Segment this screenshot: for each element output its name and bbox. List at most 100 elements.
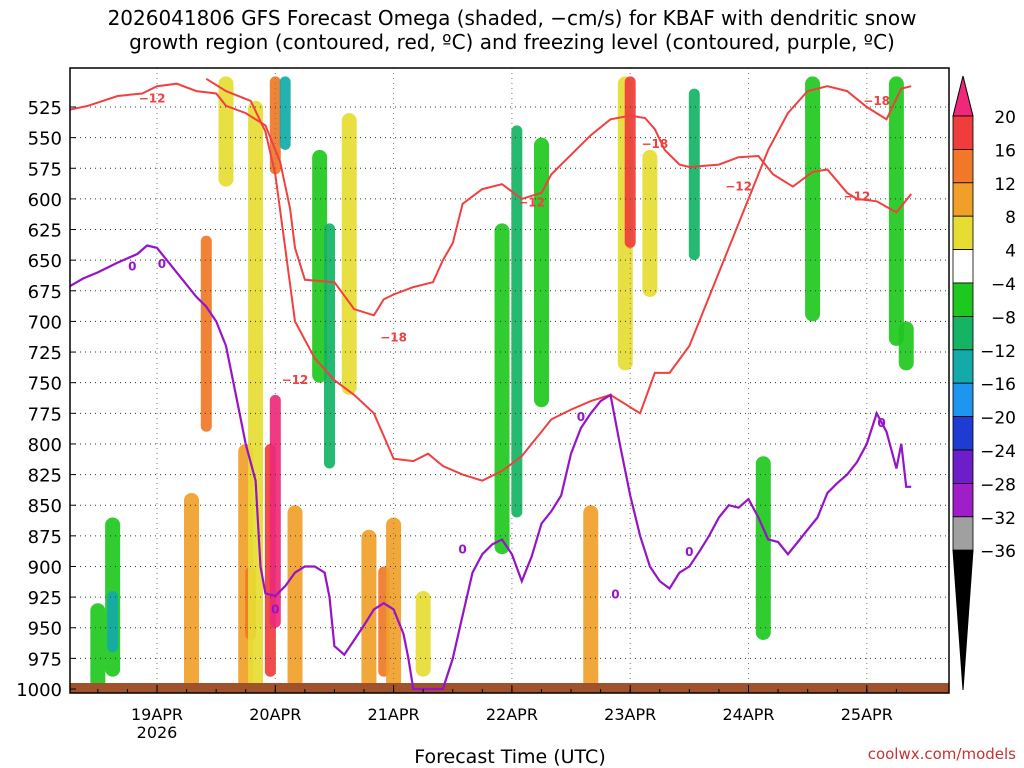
colorbar-label: 16: [994, 141, 1016, 161]
y-tick-label: 850: [28, 496, 62, 517]
terrain-layer: [70, 683, 949, 693]
x-tick-label: 22APR: [486, 705, 538, 724]
colorbar-bin: [952, 215, 974, 250]
y-tick-label: 725: [28, 343, 62, 364]
colorbar-label: −36: [980, 542, 1016, 562]
contour-layer: [70, 77, 912, 691]
omega-cell: [898, 321, 914, 371]
omega-cell: [341, 113, 357, 395]
contour-label-layer: −12 −12 −12 −12 −12 −18 −18 −18 0 0 0 0 0 0 0 0: [128, 91, 890, 616]
y-tick-label: 525: [28, 98, 62, 119]
colorbar-label: −8: [991, 308, 1016, 328]
omega-cell: [248, 100, 264, 690]
colorbar-bin: [952, 382, 974, 418]
colorbar-bin: [952, 249, 974, 284]
omega-cell: [805, 76, 821, 322]
omega-cell: [269, 76, 281, 175]
omega-cell: [624, 76, 636, 248]
colorbar-label: −4: [991, 275, 1016, 295]
dendritic-contour-label: −18: [863, 94, 890, 108]
dendritic-contour-label: −12: [725, 180, 752, 194]
colorbar-label: 8: [1005, 208, 1016, 228]
y-tick-label: 650: [28, 251, 62, 272]
omega-cell: [642, 149, 658, 297]
dendritic-contour-label: −12: [282, 373, 309, 387]
y-tick-label: 750: [28, 374, 62, 395]
x-axis-title: Forecast Time (UTC): [414, 746, 605, 768]
y-tick-label: 900: [28, 557, 62, 578]
y-tick-label: 700: [28, 312, 62, 333]
x-tick-label: 21APR: [368, 705, 420, 724]
omega-cell: [361, 529, 377, 689]
colorbar-bin: [952, 416, 974, 451]
omega-cell: [184, 492, 200, 689]
colorbar-label: −28: [980, 475, 1016, 495]
y-tick-label: 875: [28, 527, 62, 548]
colorbar-bin: [952, 182, 974, 217]
y-tick-label: 825: [28, 466, 62, 487]
omega-cell: [279, 76, 291, 150]
omega-cell: [324, 223, 336, 469]
freezing-level-label: 0: [458, 542, 466, 556]
x-tick-label: 24APR: [722, 705, 774, 724]
freezing-level-label: 0: [271, 602, 279, 616]
dendritic-contour-label: −12: [844, 189, 871, 203]
colorbar-bin: [952, 315, 974, 351]
dendritic-contour-label: −12: [139, 91, 166, 105]
chart-title: 2026041806 GFS Forecast Omega (shaded, −…: [0, 6, 1024, 54]
omega-cell: [533, 137, 549, 408]
colorbar-bottom-arrow: [952, 549, 974, 691]
omega-cell: [107, 590, 119, 653]
omega-cell: [269, 394, 281, 628]
colorbar-bin: [952, 449, 974, 484]
colorbar-bin: [952, 148, 974, 184]
x-tick-label: 23APR: [604, 705, 656, 724]
omega-cell: [494, 223, 510, 555]
y-tick-label: 950: [28, 619, 62, 640]
colorbar-label: 4: [1005, 242, 1016, 262]
x-tick-year-label: 2026: [137, 723, 178, 742]
colorbar-label: −16: [980, 375, 1016, 395]
omega-cell: [415, 590, 431, 677]
omega-cell: [90, 603, 106, 689]
colorbar: 20 16 12 8 4 −4 −8 −12 −16 −20 −24 −28 −32 −36: [952, 75, 1016, 691]
colorbar-bin: [952, 115, 974, 150]
y-axis: 525 550 575 600 625 650 675 700 725 750 775 800 825 8…: [16, 98, 76, 701]
colorbar-bin: [952, 482, 974, 518]
x-tick-label: 25APR: [841, 705, 893, 724]
y-tick-label: 775: [28, 404, 62, 425]
dendritic-contour-label: −18: [641, 137, 668, 151]
colorbar-label: −12: [980, 342, 1016, 362]
colorbar-label: 20: [994, 108, 1016, 128]
chart-title-line2: growth region (contoured, red, ºC) and f…: [129, 30, 895, 54]
y-tick-label: 600: [28, 190, 62, 211]
y-tick-label: 925: [28, 588, 62, 609]
y-tick-label: 575: [28, 159, 62, 180]
omega-cell: [200, 235, 212, 432]
y-tick-label: 550: [28, 129, 62, 150]
y-tick-label: 975: [28, 649, 62, 670]
freezing-level-contour-line: [70, 244, 912, 691]
grid-layer: [70, 68, 949, 693]
plot-frame: [69, 67, 950, 694]
colorbar-bin: [952, 282, 974, 317]
x-tick-label: 19APR: [131, 705, 183, 724]
colorbar-label: 12: [994, 175, 1016, 195]
dendritic-contour-label: −12: [518, 196, 545, 210]
freezing-level-label: 0: [158, 257, 166, 271]
omega-cell: [511, 125, 523, 518]
omega-cell: [218, 76, 234, 187]
freezing-level-label: 0: [685, 545, 693, 559]
chart-title-line1: 2026041806 GFS Forecast Omega (shaded, −…: [107, 6, 917, 30]
omega-cell: [755, 456, 771, 640]
watermark: coolwx.com/models: [868, 745, 1016, 763]
freezing-level-label: 0: [577, 410, 585, 424]
y-tick-label: 675: [28, 282, 62, 303]
dendritic-contour-line: [70, 82, 912, 317]
omega-cell: [688, 88, 700, 261]
y-tick-label: 625: [28, 221, 62, 242]
y-tick-label: 1000: [16, 680, 62, 701]
x-tick-label: 20APR: [249, 705, 301, 724]
